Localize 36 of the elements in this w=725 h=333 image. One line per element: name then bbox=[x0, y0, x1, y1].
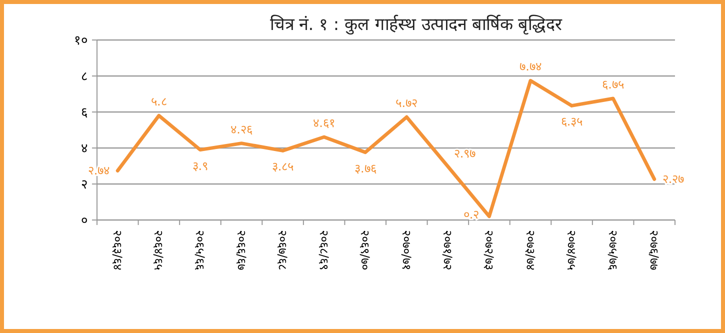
x-tick-label: २०७३/७४ bbox=[523, 230, 538, 270]
x-tick-label: २०७०/७१ bbox=[399, 230, 414, 270]
line-series bbox=[116, 78, 656, 218]
data-label: ६.३५ bbox=[560, 114, 583, 129]
data-label: ४.६१ bbox=[313, 116, 335, 130]
y-tick-label: १० bbox=[74, 34, 88, 49]
x-tick-label: २०६३/६४ bbox=[110, 230, 124, 270]
x-tick-label: २०७४/७५ bbox=[564, 230, 579, 270]
x-tick-label: २०६७/६८ bbox=[276, 230, 290, 270]
y-tick-label: ४ bbox=[81, 142, 88, 157]
data-label: ५.८ bbox=[151, 94, 167, 109]
x-tick-label: २०६४/६५ bbox=[152, 230, 166, 270]
y-tick-label: ० bbox=[81, 214, 88, 229]
data-label: ३.८५ bbox=[272, 160, 294, 174]
data-label: ३.७६ bbox=[354, 161, 376, 176]
data-label: ५.७२ bbox=[396, 96, 418, 110]
x-tick-label: २०७२/७३ bbox=[482, 230, 496, 270]
data-label: २.७४ bbox=[88, 164, 110, 178]
data-label: ७.७४ bbox=[520, 60, 542, 74]
data-label: २.९७ bbox=[454, 146, 476, 161]
x-tick-label: २०६६/६७ bbox=[234, 230, 248, 270]
data-label: २.२७ bbox=[662, 172, 684, 186]
chart-title: चित्र नं. १ : कुल गार्हस्थ उत्पादन बार्षिक बृद्धिदर bbox=[270, 14, 564, 35]
data-label: ३.९ bbox=[192, 158, 208, 173]
data-label: ४.२६ bbox=[230, 122, 252, 136]
y-tick-label: ८ bbox=[81, 70, 88, 85]
data-label: ६.७५ bbox=[602, 78, 624, 92]
x-tick-label: २०७५/७६ bbox=[606, 230, 620, 270]
y-tick-label: २ bbox=[81, 178, 88, 193]
x-tick-label: २०७६/७७ bbox=[647, 230, 662, 270]
x-tick-label: २०६५/६६ bbox=[193, 230, 208, 270]
x-tick-label: २०७१/७२ bbox=[440, 230, 455, 270]
data-label: ०.२ bbox=[463, 207, 480, 222]
y-tick-label: ६ bbox=[81, 106, 88, 121]
x-tick-label: २०६८/६९ bbox=[316, 230, 331, 270]
x-tick-label: २०६९/७० bbox=[358, 230, 372, 270]
